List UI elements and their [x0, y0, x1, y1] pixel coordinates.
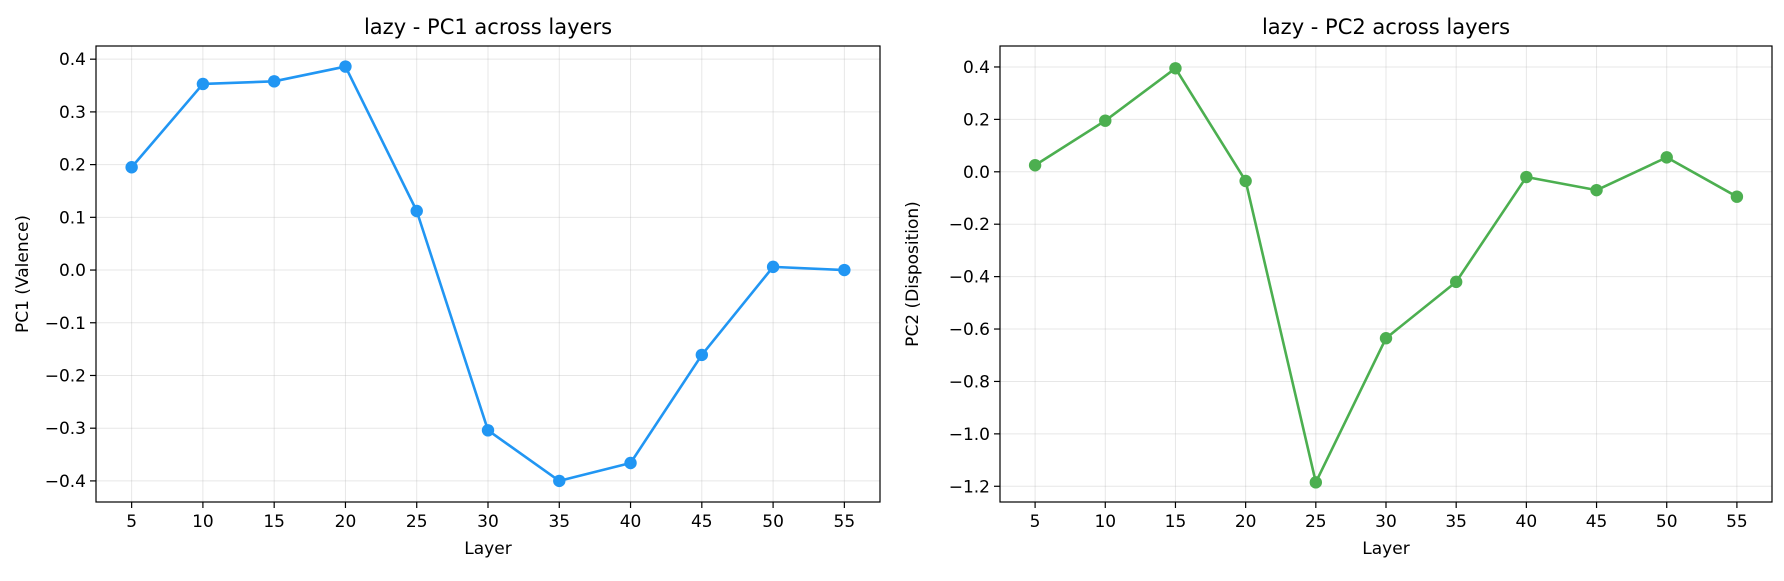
x-tick-label: 45	[691, 512, 713, 532]
y-tick-label: 0.0	[59, 261, 86, 281]
x-tick-label: 50	[1656, 512, 1678, 532]
data-point	[1660, 151, 1673, 164]
x-tick-label: 20	[1235, 512, 1257, 532]
x-tick-label: 55	[1726, 512, 1748, 532]
data-point	[1379, 332, 1393, 345]
x-tick-label: 30	[1375, 512, 1397, 532]
y-tick-label: 0.2	[59, 156, 86, 176]
x-tick-label: 45	[1586, 512, 1608, 532]
data-point	[553, 474, 566, 488]
x-tick-label: 25	[406, 512, 428, 532]
data-point	[481, 424, 495, 437]
x-tick-label: 5	[126, 512, 137, 532]
x-tick-label: 40	[620, 512, 642, 532]
data-point	[695, 348, 709, 362]
y-tick-label: −0.2	[949, 215, 990, 235]
x-tick-label: 40	[1516, 512, 1538, 532]
data-point	[196, 77, 210, 91]
y-tick-label: 0.4	[963, 58, 990, 78]
x-tick-label: 10	[192, 512, 214, 532]
y-tick-label: −0.4	[949, 268, 990, 288]
y-tick-label: −0.1	[45, 314, 86, 334]
x-axis-label: Layer	[1362, 539, 1409, 559]
chart-panel-2: 5 10 15 20 25 30 35 40 45 50 55 0.4 0.2 0.0 −0.2 −0.4 −0…	[903, 15, 1773, 559]
data-point	[1309, 476, 1323, 489]
y-tick-label: −0.2	[45, 366, 86, 386]
x-tick-label: 50	[762, 512, 784, 532]
x-tick-label: 15	[1165, 512, 1187, 532]
y-tick-label: 0.1	[59, 208, 86, 228]
x-tick-label: 10	[1094, 512, 1116, 532]
data-point	[1239, 174, 1252, 188]
data-point	[267, 75, 281, 88]
chart-panel-1: 5 10 15 20 25 30 35 40 45 50 55 0.4 0.3 0.2 0.1 0.0 −0.1…	[13, 15, 881, 559]
x-tick-label: 30	[477, 512, 499, 532]
y-tick-label: −0.8	[949, 372, 990, 392]
data-point	[1099, 114, 1112, 127]
y-tick-label: −0.3	[45, 419, 86, 439]
y-axis-label: PC1 (Valence)	[13, 215, 33, 333]
y-tick-label: 0.0	[963, 163, 990, 183]
data-point	[1028, 159, 1042, 172]
y-tick-label: −1.0	[949, 425, 990, 445]
y-tick-label: −1.2	[949, 477, 990, 497]
x-tick-label: 20	[335, 512, 357, 532]
x-tick-label: 35	[1445, 512, 1467, 532]
y-tick-label: 0.2	[963, 110, 990, 130]
y-axis-label: PC2 (Disposition)	[903, 201, 923, 347]
data-point	[766, 260, 780, 274]
y-tick-label: 0.3	[59, 103, 86, 123]
data-point	[1730, 190, 1744, 203]
data-point	[339, 60, 352, 73]
chart-title: lazy - PC2 across layers	[1262, 15, 1510, 39]
x-axis-label: Layer	[464, 539, 511, 559]
x-tick-label: 55	[834, 512, 856, 532]
y-tick-label: 0.4	[59, 50, 86, 70]
data-point	[1520, 170, 1533, 184]
y-tick-label: −0.6	[949, 320, 990, 340]
data-point	[624, 456, 637, 470]
data-point	[1449, 275, 1463, 289]
data-point	[125, 161, 138, 174]
data-point	[410, 204, 423, 218]
x-tick-label: 5	[1030, 512, 1041, 532]
y-tick-label: −0.4	[45, 472, 86, 492]
x-tick-label: 35	[548, 512, 570, 532]
x-tick-label: 25	[1305, 512, 1327, 532]
data-point	[1169, 62, 1182, 75]
data-point	[838, 263, 851, 277]
chart-title: lazy - PC1 across layers	[364, 15, 612, 39]
x-tick-label: 15	[263, 512, 285, 532]
data-point	[1590, 183, 1603, 197]
